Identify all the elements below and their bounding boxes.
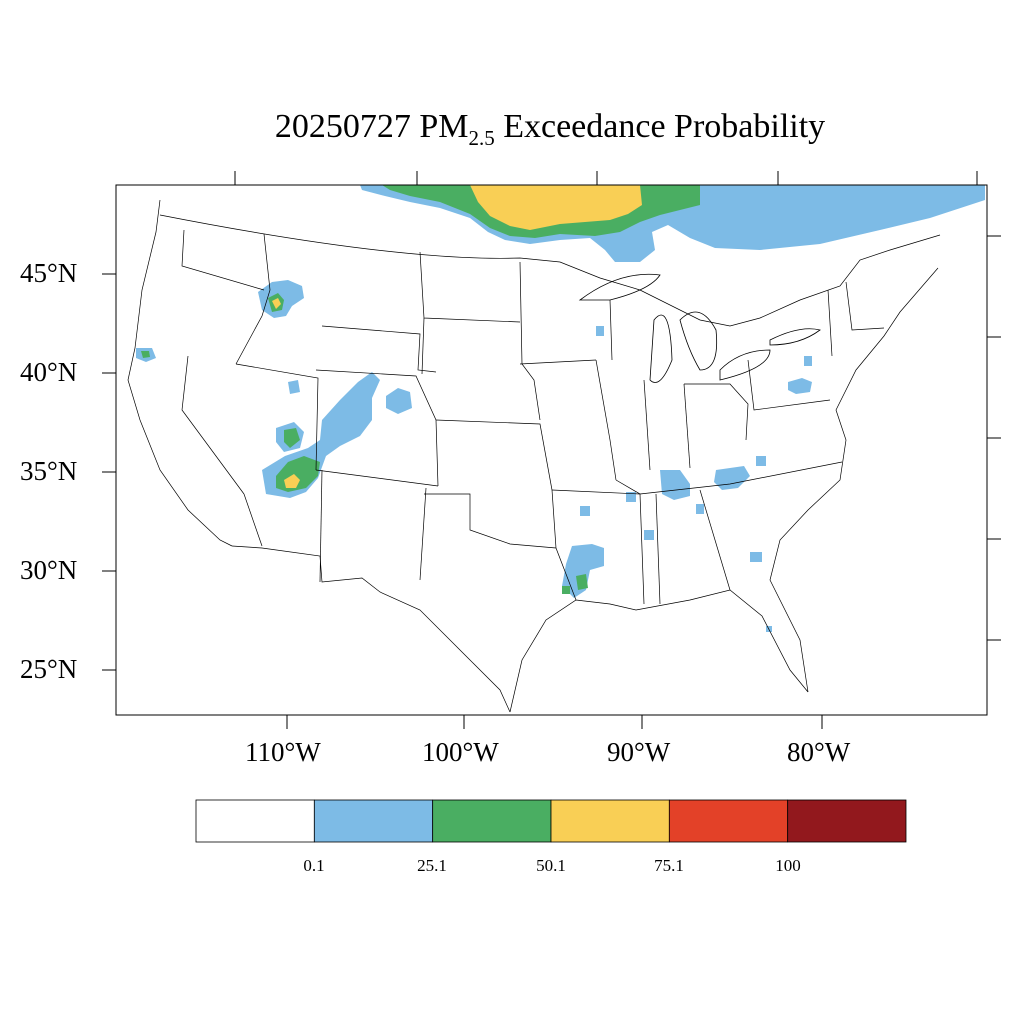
title-suffix: Exceedance Probability xyxy=(494,108,826,145)
arkansas-blue-dot xyxy=(580,506,590,516)
colorbar-label-100: 100 xyxy=(775,856,801,875)
pennsylvania-blue-dot xyxy=(804,356,812,366)
georgia-north-blue-dot xyxy=(696,504,704,514)
bottom-ticks xyxy=(286,715,823,729)
colorbar-label-25-1: 25.1 xyxy=(417,856,447,875)
utah-dot-blue-region xyxy=(288,380,300,394)
lon-label-100w: 100°W xyxy=(422,737,499,767)
lon-label-90w: 90°W xyxy=(607,737,671,767)
colorado-east-blue-region xyxy=(386,388,412,414)
south-utah-yellow-region xyxy=(284,474,300,488)
texas-green-dot xyxy=(562,586,570,594)
right-ticks xyxy=(987,235,1001,641)
colorbar-bin-3 xyxy=(550,799,670,843)
map-title: 20250727 PM2.5 Exceedance Probability xyxy=(0,108,1024,151)
colorbar xyxy=(195,799,907,843)
lat-label-40: 40°N xyxy=(20,357,78,387)
top-ticks xyxy=(234,171,978,185)
alabama-blue-dot xyxy=(644,530,654,540)
tennessee-blue-region xyxy=(660,470,690,500)
title-prefix: 20250727 PM xyxy=(274,108,469,145)
state-boundaries xyxy=(127,199,941,713)
lat-label-45: 45°N xyxy=(20,258,78,288)
colorbar-bin-4 xyxy=(668,799,789,843)
louisiana-blue-region xyxy=(562,544,604,598)
lat-label-35: 35°N xyxy=(20,456,78,486)
colorbar-bin-2 xyxy=(432,799,552,843)
idaho-yellow-region xyxy=(272,298,281,309)
colorbar-label-75-1: 75.1 xyxy=(654,856,684,875)
left-ticks xyxy=(102,273,116,671)
mississippi-blue-dot xyxy=(626,492,636,502)
colorbar-label-0-1: 0.1 xyxy=(303,856,325,875)
colorbar-bin-5 xyxy=(787,799,907,843)
utah-north-green-region xyxy=(284,428,300,448)
wisconsin-blue-dot xyxy=(596,326,604,336)
ncal-green-region xyxy=(141,351,150,358)
louisiana-green-region xyxy=(576,574,588,590)
canada-yellow-region xyxy=(470,185,642,230)
great-lakes xyxy=(578,273,821,383)
georgia-blue-dot xyxy=(750,552,762,562)
lon-label-80w: 80°W xyxy=(787,737,851,767)
lat-label-30: 30°N xyxy=(20,555,78,585)
probability-shading xyxy=(136,185,985,632)
pennsylvania-blue-region xyxy=(788,378,812,394)
map-frame xyxy=(115,184,988,716)
colorbar-bin-1 xyxy=(313,799,434,843)
lat-label-25: 25°N xyxy=(20,654,78,684)
colorbar-label-50-1: 50.1 xyxy=(536,856,566,875)
title-subscript: 2.5 xyxy=(468,125,495,150)
lon-label-110w: 110°W xyxy=(245,737,321,767)
tennessee-east-blue-region xyxy=(714,466,750,490)
kentucky-blue-dot xyxy=(756,456,766,466)
colorbar-bin-0 xyxy=(195,799,315,843)
